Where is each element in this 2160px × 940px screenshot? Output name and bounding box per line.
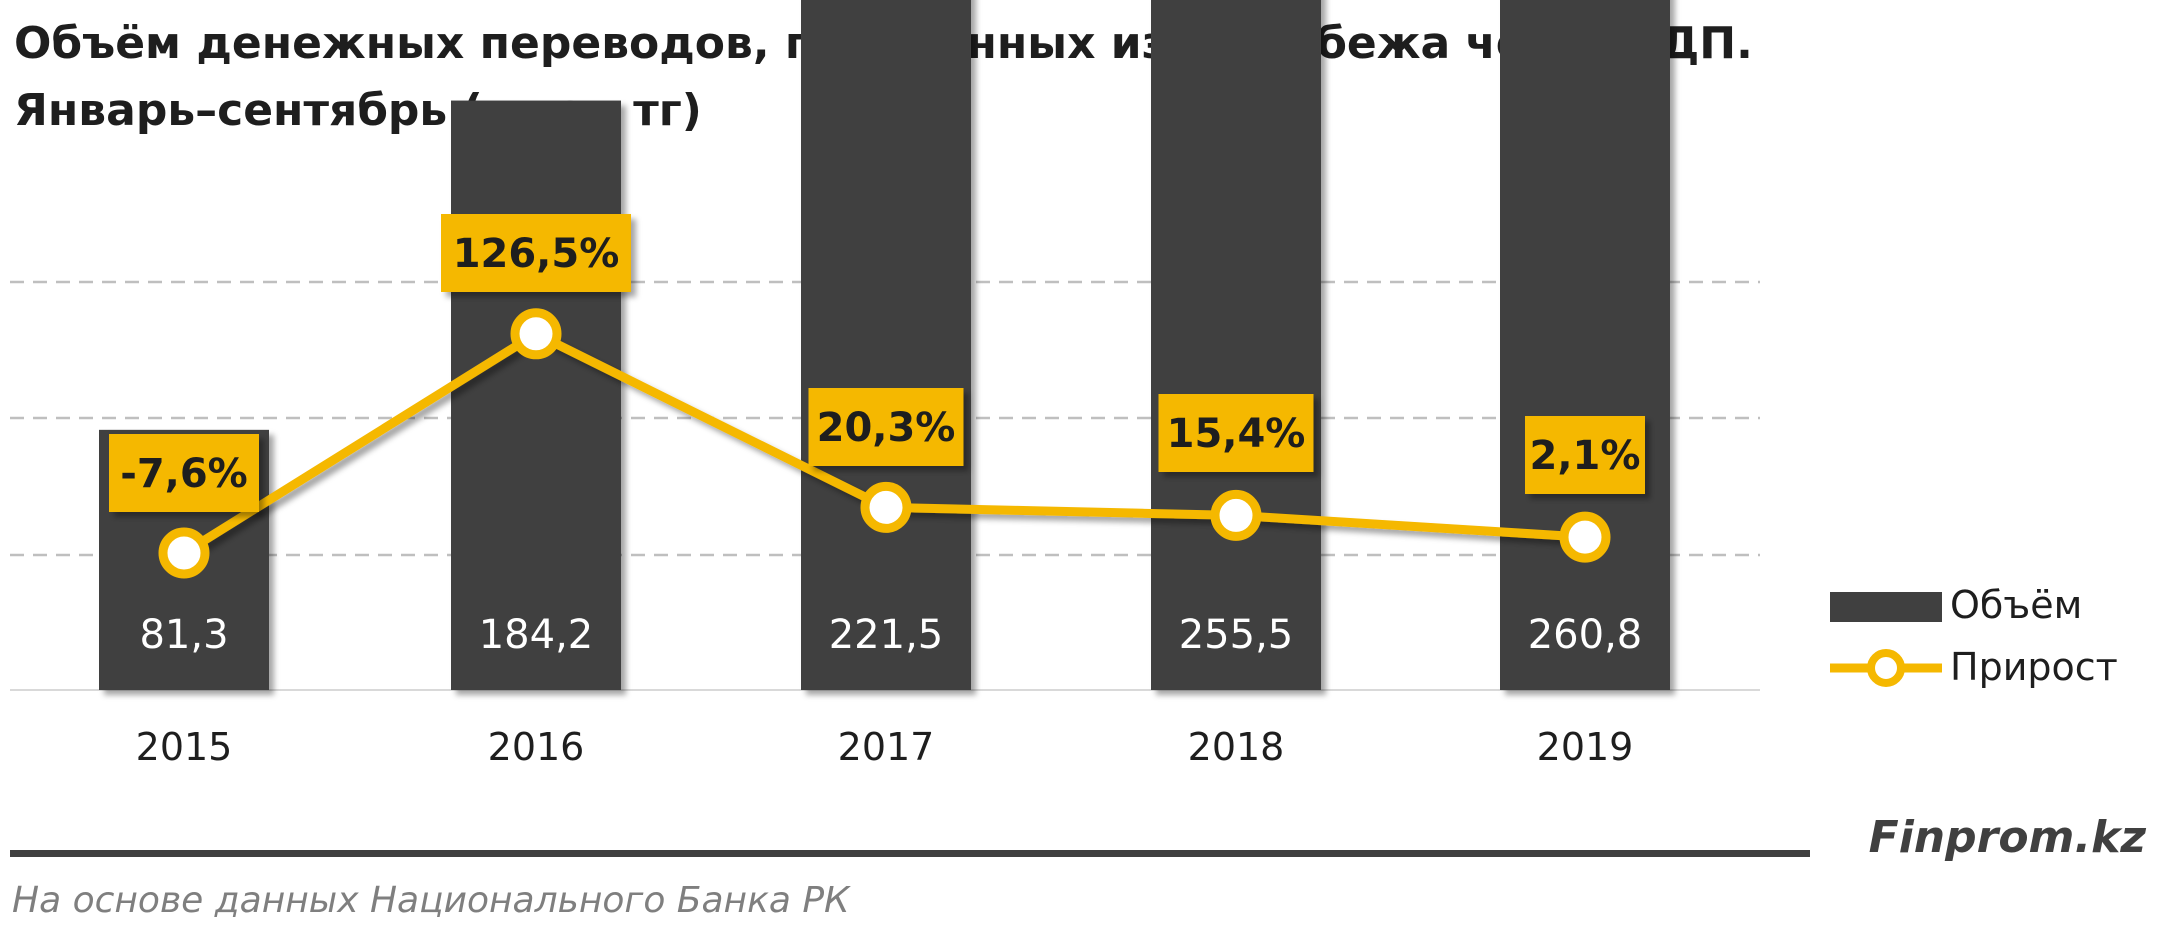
growth-label-2019: 2,1% — [1530, 433, 1641, 479]
bar-2016 — [451, 100, 621, 690]
bar-value-label-2019: 260,8 — [1528, 612, 1643, 658]
chart: 81,3 184,2 221,5 255,5 260,8 -7,6% 126,5% 20,3… — [10, 0, 2118, 769]
source-note: На основе данных Национального Банка РК — [12, 880, 850, 921]
growth-label-box-2018 — [1158, 394, 1314, 472]
growth-point-2017 — [860, 481, 912, 533]
footer-divider — [10, 850, 1810, 857]
growth-label-2018: 15,4% — [1167, 411, 1306, 457]
bar-2019 — [1500, 0, 1670, 690]
bar-value-label-2015: 81,3 — [139, 612, 228, 658]
x-tick-label-2017: 2017 — [838, 725, 935, 769]
x-tick-label-2015: 2015 — [136, 725, 233, 769]
growth-point-2015 — [158, 527, 210, 579]
legend-swatch-volume — [1830, 592, 1942, 622]
growth-label-box-2017 — [808, 388, 964, 466]
growth-label-box-2015 — [109, 434, 259, 512]
x-tick-label-2019: 2019 — [1537, 725, 1634, 769]
growth-label-2015: -7,6% — [120, 451, 248, 497]
growth-point-2016 — [510, 308, 562, 360]
growth-label-2016: 126,5% — [453, 231, 620, 277]
growth-point-2019 — [1559, 511, 1611, 563]
bar-2018 — [1151, 0, 1321, 690]
x-tick-label-2016: 2016 — [488, 725, 585, 769]
x-tick-label-2018: 2018 — [1188, 725, 1285, 769]
growth-point-2018 — [1210, 489, 1262, 541]
bar-value-label-2018: 255,5 — [1179, 612, 1294, 658]
legend-swatch-growth-marker — [1867, 649, 1905, 687]
growth-label-box-2016 — [441, 214, 631, 292]
brand-logo-text: Finprom.kz — [1868, 812, 2146, 863]
bar-value-label-2016: 184,2 — [479, 612, 594, 658]
legend-label-growth: Прирост — [1950, 645, 2118, 689]
legend-label-volume: Объём — [1950, 583, 2082, 627]
bar-2017 — [801, 0, 971, 690]
bar-value-label-2017: 221,5 — [829, 612, 944, 658]
growth-label-box-2019 — [1525, 416, 1645, 494]
growth-label-2017: 20,3% — [817, 405, 956, 451]
